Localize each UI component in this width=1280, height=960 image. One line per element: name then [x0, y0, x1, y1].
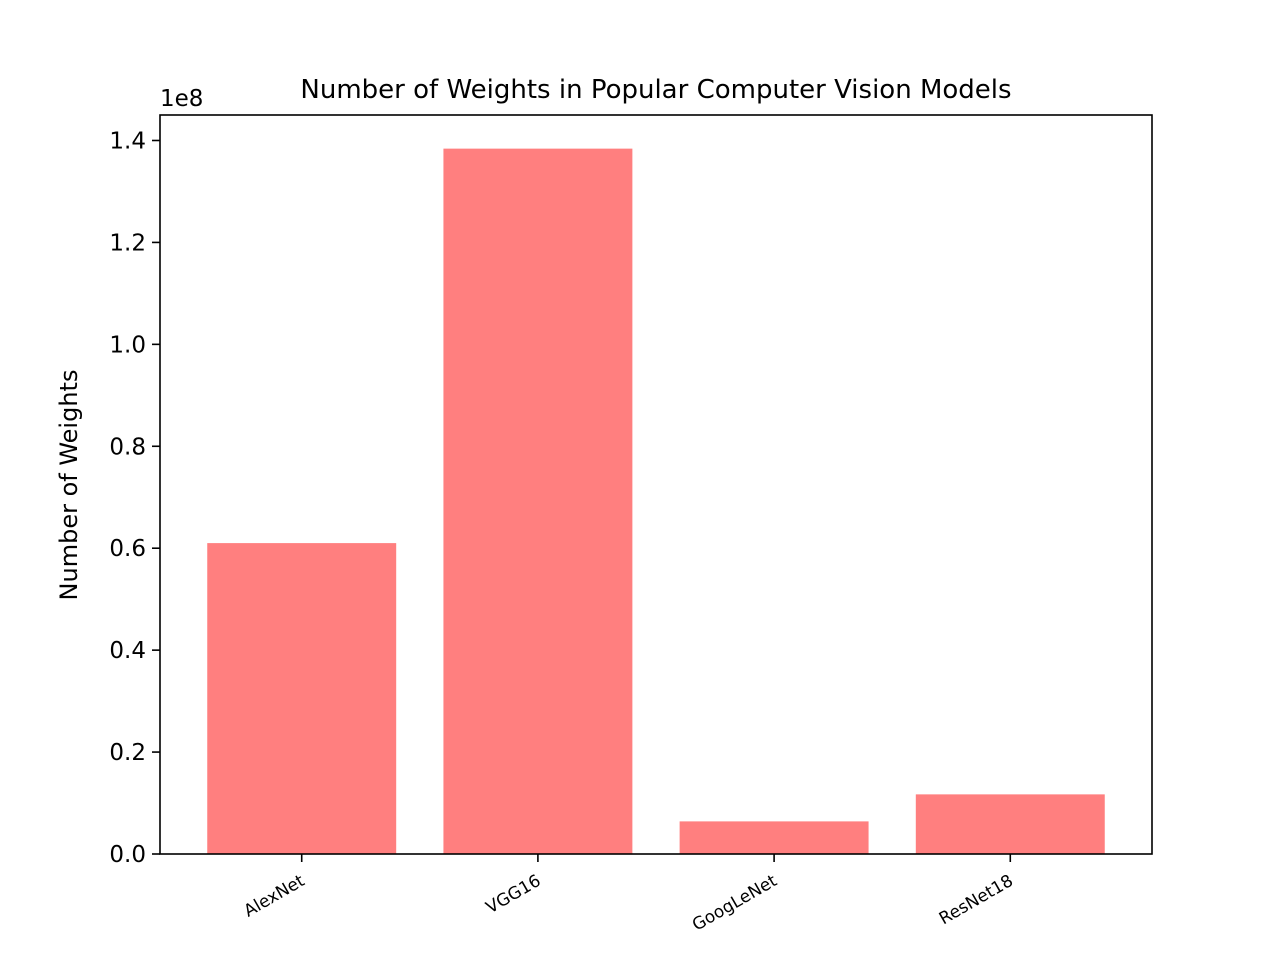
- y-offset-label: 1e8: [160, 86, 203, 112]
- chart-title: Number of Weights in Popular Computer Vi…: [300, 75, 1011, 105]
- y-tick-label: 0.8: [109, 434, 146, 460]
- bars-group: [207, 148, 1105, 854]
- y-tick-label: 1.0: [109, 332, 146, 358]
- y-tick-label: 1.2: [109, 230, 146, 256]
- bar-alexnet: [207, 543, 397, 854]
- y-tick-label: 0.2: [109, 740, 146, 766]
- plot-frame: [159, 114, 1153, 855]
- y-tick-label: 0.6: [109, 536, 146, 562]
- y-axis-label: Number of Weights: [55, 370, 83, 601]
- y-tick-label: 0.0: [109, 842, 146, 868]
- bar-vgg16: [443, 148, 633, 854]
- y-axis-ticks: 0.0 0.2 0.4 0.6 0.8 1.0 1.2 1.4: [109, 128, 160, 868]
- bar-resnet18: [915, 794, 1105, 854]
- y-tick-label: 1.4: [109, 128, 146, 154]
- bar-googlenet: [679, 821, 869, 854]
- y-tick-label: 0.4: [109, 638, 146, 664]
